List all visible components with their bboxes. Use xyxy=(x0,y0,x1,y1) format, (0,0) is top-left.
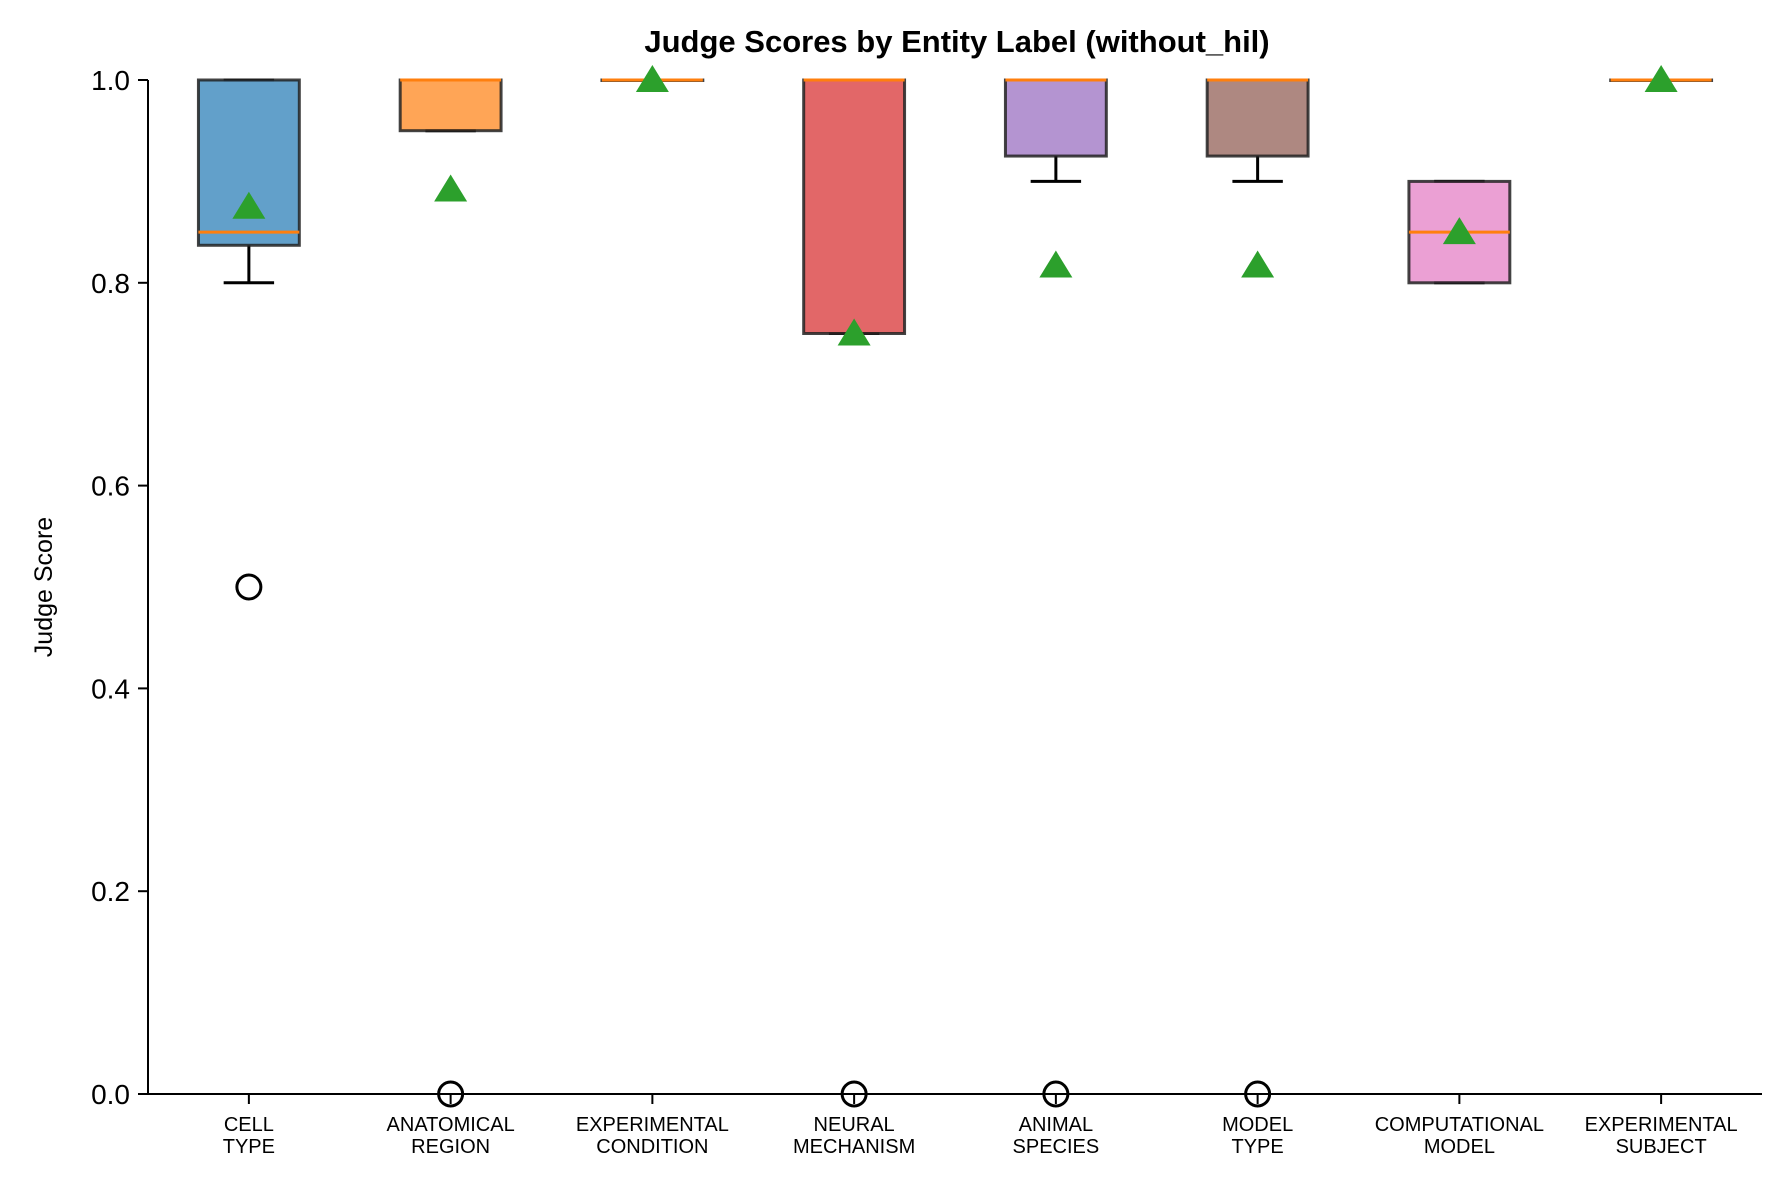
outlier-point xyxy=(1244,1080,1272,1108)
box-group xyxy=(196,78,301,285)
mean-marker xyxy=(1644,65,1678,92)
x-tick-label: TYPE xyxy=(223,1136,275,1158)
mean-marker xyxy=(1442,217,1476,245)
outlier-point xyxy=(840,1080,868,1108)
x-tick-label: EXPERIMENTAL xyxy=(576,1114,729,1136)
box xyxy=(196,78,301,247)
outlier-point xyxy=(1042,1080,1070,1108)
x-tick-label: ANATOMICAL xyxy=(387,1114,515,1136)
x-tick-label: REGION xyxy=(411,1136,490,1158)
markers-layer xyxy=(232,65,1678,1108)
y-tick-label: 0.4 xyxy=(91,673,130,704)
x-tick-label: NEURAL xyxy=(814,1114,895,1136)
chart-title: Judge Scores by Entity Label (without_hi… xyxy=(644,24,1269,59)
box xyxy=(398,78,503,133)
x-tick-label: SPECIES xyxy=(1013,1136,1100,1158)
y-tick-label: 0.0 xyxy=(91,1079,130,1110)
box-group xyxy=(802,78,907,335)
x-tick-label: COMPUTATIONAL xyxy=(1375,1114,1544,1136)
outlier-point xyxy=(235,573,263,601)
outlier-point xyxy=(437,1080,465,1108)
mean-marker xyxy=(635,65,669,92)
x-tick-label: ANIMAL xyxy=(1019,1114,1093,1136)
y-axis-label: Judge Score xyxy=(30,517,58,657)
y-tick-label: 1.0 xyxy=(91,65,130,96)
mean-marker xyxy=(232,191,266,219)
box-group xyxy=(1003,78,1108,183)
x-tick-label: CELL xyxy=(224,1114,274,1136)
box-group xyxy=(398,78,503,133)
boxes-layer xyxy=(196,78,1714,335)
x-tick-label: MODEL xyxy=(1222,1114,1293,1136)
y-tick-label: 0.6 xyxy=(91,471,130,502)
box xyxy=(1003,78,1108,158)
x-tick-label: CONDITION xyxy=(596,1136,708,1158)
mean-marker xyxy=(1241,250,1275,278)
x-tick-label: SUBJECT xyxy=(1616,1136,1707,1158)
x-tick-label: EXPERIMENTAL xyxy=(1585,1114,1738,1136)
y-tick-label: 0.2 xyxy=(91,876,130,907)
axes: 0.00.20.40.60.81.0CELLTYPEANATOMICALREGI… xyxy=(91,65,1762,1158)
x-tick-label: MODEL xyxy=(1424,1136,1495,1158)
x-tick-label: MECHANISM xyxy=(793,1136,915,1158)
box-group xyxy=(1205,78,1310,183)
x-tick-label: TYPE xyxy=(1232,1136,1284,1158)
mean-marker xyxy=(837,318,871,346)
mean-marker xyxy=(1039,250,1073,278)
y-tick-label: 0.8 xyxy=(91,268,130,299)
box xyxy=(1205,78,1310,158)
box xyxy=(802,78,907,335)
mean-marker xyxy=(434,174,468,202)
